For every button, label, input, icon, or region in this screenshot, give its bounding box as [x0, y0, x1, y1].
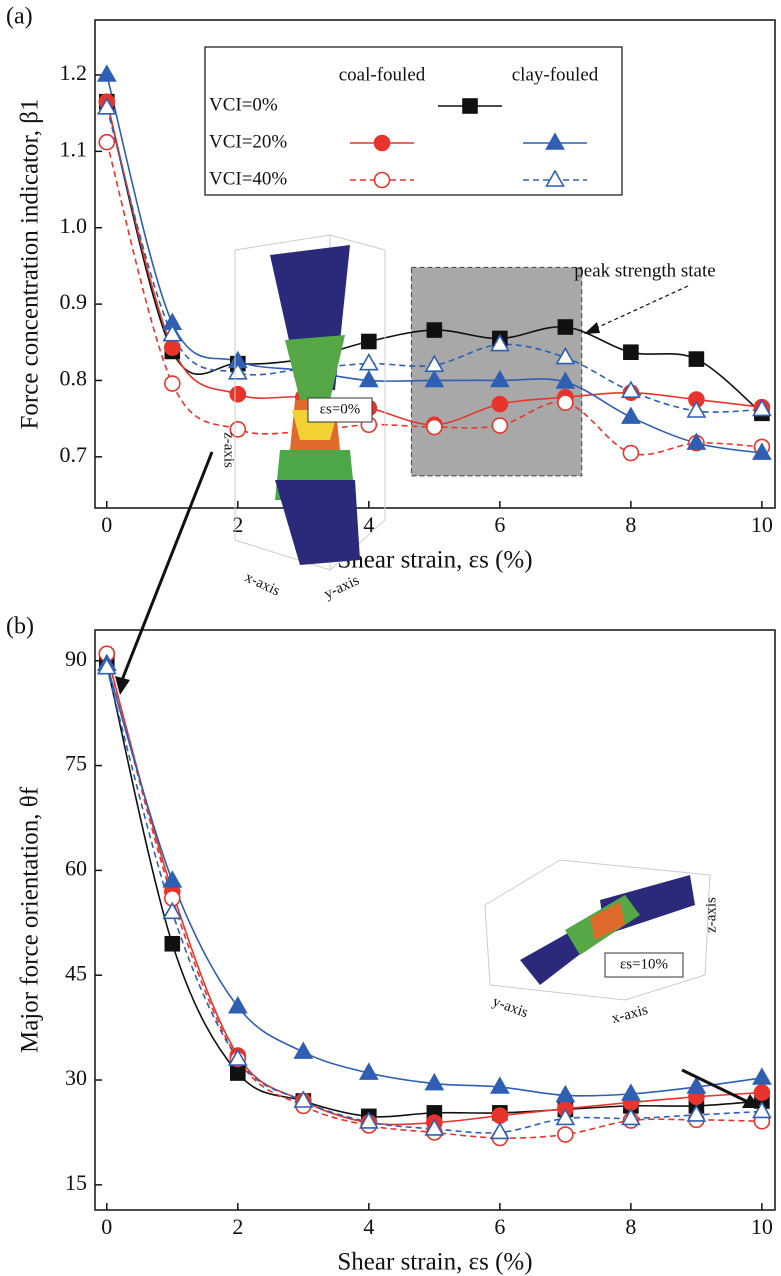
y-tick-label: 1.1 [60, 136, 88, 161]
annotation: peak strength state [574, 260, 715, 281]
marker [463, 99, 477, 113]
marker [492, 418, 507, 433]
series-line [107, 664, 762, 1096]
annotation-arrow [592, 286, 688, 330]
annotation-arrowhead [584, 322, 600, 334]
marker [165, 937, 179, 951]
marker [558, 1127, 573, 1142]
marker [427, 323, 441, 337]
arrow [122, 452, 212, 680]
x-tick-label: 2 [232, 512, 243, 537]
legend: coal-fouled clay-fouled VCI=0% VCI=20% VCI=4… [205, 47, 622, 195]
y-tick-label: 0.8 [60, 366, 88, 391]
chart: (a) 0.7 0.8 0.9 1.0 1.1 1.2 0 2 4 6 8 10 Shear strain… [6, 4, 775, 574]
marker [557, 1086, 574, 1101]
marker [362, 335, 376, 349]
marker [622, 408, 639, 423]
inset-rose-10: εs=10% z-axis x-axis y-axis [485, 860, 719, 1027]
marker [427, 420, 442, 435]
x-tick-label: 4 [363, 1214, 374, 1239]
inset-axis-label: x-axis [610, 1002, 650, 1027]
marker [360, 355, 377, 370]
inset-axis-label: z-axis [703, 897, 719, 933]
x-tick-label: 8 [625, 512, 636, 537]
marker [375, 173, 390, 188]
y-tick-label: 75 [65, 751, 87, 776]
marker [558, 320, 572, 334]
legend-column-header: clay-fouled [512, 64, 599, 85]
marker [295, 1043, 312, 1058]
marker [98, 66, 115, 81]
legend-column-header: coal-fouled [339, 64, 426, 85]
marker [360, 371, 377, 386]
marker [230, 387, 245, 402]
figure: (b)1530456075900246810Shear strain, εs (… [0, 0, 781, 1276]
marker [624, 345, 638, 359]
y-tick-label: 45 [65, 960, 87, 985]
y-tick-label: 0.9 [60, 289, 88, 314]
inset-axis-label: y-axis [490, 994, 530, 1022]
legend-row-label: VCI=20% [209, 131, 287, 152]
x-axis-label: Shear strain, εs (%) [337, 1249, 532, 1276]
x-tick-label: 4 [363, 512, 374, 537]
legend-row-label: VCI=40% [209, 168, 287, 189]
marker [375, 136, 390, 151]
legend-row-label: VCI=0% [209, 94, 278, 115]
y-tick-label: 30 [65, 1065, 87, 1090]
panel-label: (b) [6, 614, 34, 640]
x-tick-label: 6 [494, 1214, 505, 1239]
marker [165, 340, 180, 355]
y-tick-label: 0.7 [60, 442, 88, 467]
inset-caption: εs=0% [320, 401, 361, 417]
y-axis-label: Force concentration indicator, β1 [17, 98, 44, 429]
marker [491, 1123, 508, 1138]
marker [558, 395, 573, 410]
y-axis-label: Major force orientation, θf [17, 786, 44, 1053]
marker [492, 1108, 507, 1123]
x-tick-label: 6 [494, 512, 505, 537]
inset-caption: εs=10% [620, 956, 668, 972]
chart: (b) 15 30 45 60 75 90 0 2 4 6 8 10 Shear strain, εs (… [6, 614, 775, 1276]
y-tick-label: 90 [65, 646, 87, 671]
x-axis-label: Shear strain, εs (%) [337, 547, 532, 574]
marker [491, 1078, 508, 1093]
inset-axis-label: x-axis [242, 569, 282, 599]
inset-axis-label: z-axis [221, 432, 237, 468]
marker [99, 135, 114, 150]
x-tick-label: 10 [751, 1214, 773, 1239]
marker [753, 1069, 770, 1084]
marker [754, 1085, 769, 1100]
x-tick-label: 0 [101, 1214, 112, 1239]
marker [231, 1066, 245, 1080]
marker [492, 397, 507, 412]
panel-label: (a) [6, 4, 33, 30]
y-tick-label: 1.0 [60, 213, 88, 238]
x-tick-label: 8 [625, 1214, 636, 1239]
marker [623, 446, 638, 461]
x-tick-label: 2 [232, 1214, 243, 1239]
y-tick-label: 60 [65, 855, 87, 880]
marker [165, 376, 180, 391]
y-tick-label: 1.2 [60, 60, 88, 85]
x-tick-label: 10 [751, 512, 773, 537]
inset-axis-label: y-axis [322, 572, 362, 602]
x-tick-label: 0 [101, 512, 112, 537]
marker [689, 352, 703, 366]
marker [426, 1075, 443, 1090]
marker [622, 1085, 639, 1100]
y-tick-label: 15 [65, 1170, 87, 1195]
